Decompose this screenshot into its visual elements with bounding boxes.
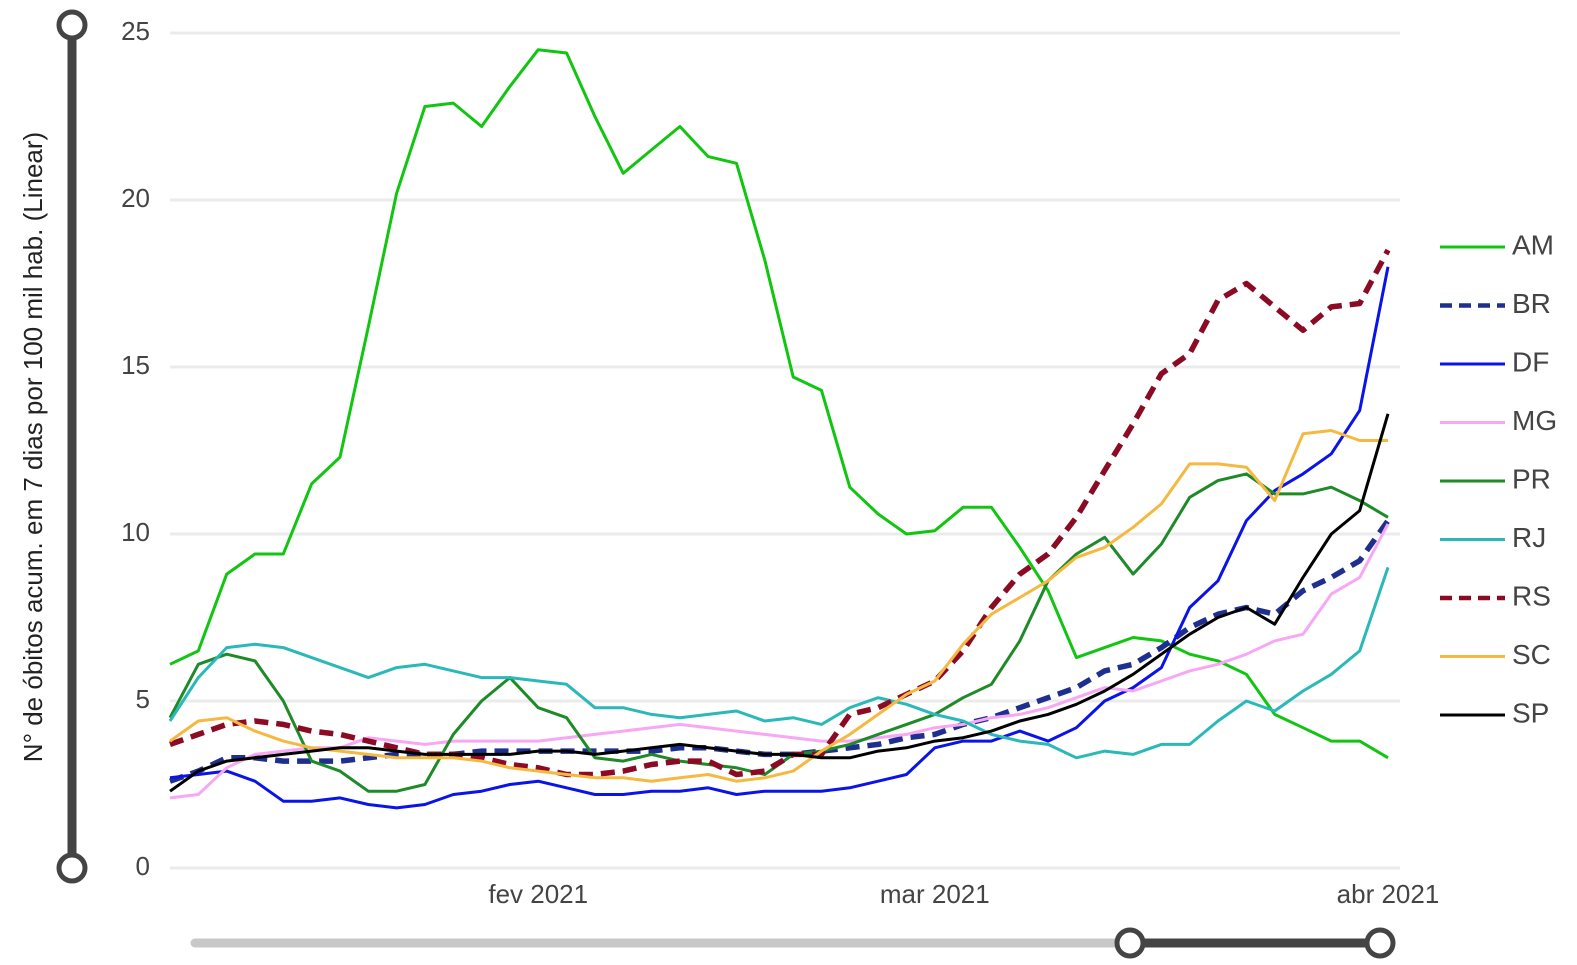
series-line (169, 266, 1390, 810)
legend-label: AM (1512, 229, 1554, 260)
legend-label: DF (1512, 346, 1549, 377)
y-tick-label: 25 (121, 16, 150, 46)
x-tick-label: abr 2021 (1337, 879, 1440, 909)
legend-label: RS (1512, 580, 1551, 611)
series-line (169, 413, 1390, 793)
slider-handle[interactable] (1114, 927, 1146, 959)
x-tick-label: fev 2021 (488, 879, 588, 909)
y-tick-label: 0 (136, 851, 150, 881)
legend-label: PR (1512, 463, 1551, 494)
y-tick-label: 20 (121, 183, 150, 213)
y-tick-label: 10 (121, 517, 150, 547)
x-tick-label: mar 2021 (880, 879, 990, 909)
series-line (169, 519, 1391, 784)
y-tick-label: 15 (121, 350, 150, 380)
legend-label: BR (1512, 288, 1551, 319)
legend-label: SP (1512, 697, 1549, 728)
legend-label: SC (1512, 639, 1551, 670)
series-line (169, 429, 1388, 783)
slider-handle[interactable] (56, 9, 88, 41)
series-line (169, 248, 1391, 778)
y-axis-label: N° de óbitos acum. em 7 dias por 100 mil… (18, 132, 48, 762)
legend-label: MG (1512, 405, 1557, 436)
series-line (168, 566, 1390, 760)
y-tick-label: 5 (136, 684, 150, 714)
slider-handle[interactable] (56, 852, 88, 884)
legend-label: RJ (1512, 522, 1546, 553)
series-line (169, 48, 1389, 760)
series-line (169, 523, 1390, 800)
slider-handle[interactable] (1364, 927, 1396, 959)
